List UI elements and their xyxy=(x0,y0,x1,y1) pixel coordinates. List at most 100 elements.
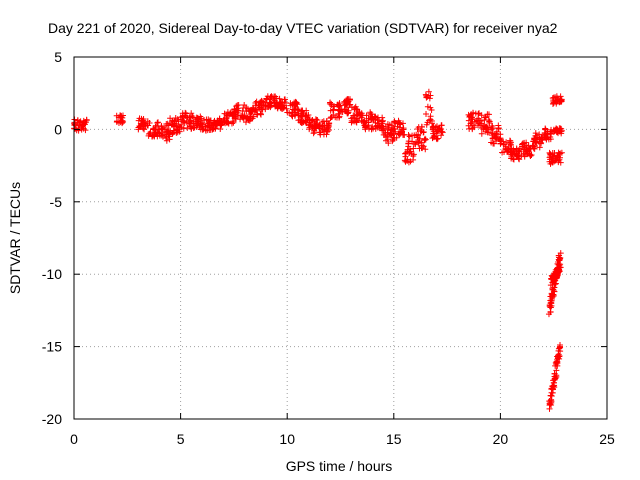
data-point xyxy=(519,140,526,147)
data-point xyxy=(409,132,416,139)
data-point xyxy=(495,125,502,132)
data-point xyxy=(399,120,406,127)
data-point xyxy=(422,146,429,153)
data-point xyxy=(235,102,242,109)
data-point xyxy=(439,129,446,136)
data-point xyxy=(556,99,563,106)
data-point xyxy=(380,125,387,132)
data-point xyxy=(295,117,302,124)
data-point xyxy=(417,127,424,134)
data-point xyxy=(387,130,394,137)
data-point xyxy=(376,124,383,131)
data-point xyxy=(72,125,79,132)
data-point xyxy=(394,120,401,127)
data-point xyxy=(524,147,531,154)
data-point xyxy=(140,116,147,123)
data-point xyxy=(548,299,555,306)
data-point xyxy=(178,116,185,123)
data-point xyxy=(335,103,342,110)
data-point xyxy=(232,108,239,115)
data-point xyxy=(362,123,369,130)
data-point xyxy=(345,98,352,105)
data-point xyxy=(199,125,206,132)
data-point xyxy=(436,125,443,132)
data-point xyxy=(279,105,286,112)
data-point xyxy=(429,135,436,142)
x-tick-label: 15 xyxy=(386,431,402,447)
data-point xyxy=(213,119,220,126)
data-point xyxy=(379,117,386,124)
data-point xyxy=(397,129,404,136)
data-point xyxy=(237,116,244,123)
y-axis-title: SDTVAR / TECUs xyxy=(7,182,23,294)
data-point xyxy=(299,119,306,126)
data-point xyxy=(514,152,521,159)
data-point xyxy=(404,146,411,153)
data-point xyxy=(367,109,374,116)
data-point xyxy=(257,110,264,117)
data-point xyxy=(115,114,122,121)
data-point xyxy=(476,120,483,127)
data-point xyxy=(532,139,539,146)
y-tick-label: 0 xyxy=(54,121,62,137)
data-point xyxy=(258,106,265,113)
data-point xyxy=(276,102,283,109)
data-point xyxy=(424,93,431,100)
data-point xyxy=(263,96,270,103)
data-point xyxy=(405,132,412,139)
data-point xyxy=(354,111,361,118)
data-point xyxy=(499,149,506,156)
data-point xyxy=(481,123,488,130)
data-point xyxy=(323,122,330,129)
data-point xyxy=(158,123,165,130)
data-point xyxy=(327,115,334,122)
data-point xyxy=(224,119,231,126)
data-point xyxy=(430,128,437,135)
data-point xyxy=(508,149,515,156)
data-point xyxy=(372,113,379,120)
data-point xyxy=(360,119,367,126)
y-tick-label: 5 xyxy=(54,49,62,65)
data-point xyxy=(206,123,213,130)
data-point xyxy=(438,128,445,135)
data-point xyxy=(482,113,489,120)
data-point xyxy=(319,127,326,134)
data-point xyxy=(365,122,372,129)
data-point xyxy=(392,128,399,135)
data-point xyxy=(362,124,369,131)
data-point xyxy=(374,117,381,124)
data-point xyxy=(252,99,259,106)
data-point xyxy=(77,118,84,125)
data-point xyxy=(184,114,191,121)
data-point xyxy=(536,131,543,138)
axis-ticks xyxy=(73,56,608,420)
data-point xyxy=(243,104,250,111)
data-point xyxy=(220,117,227,124)
data-point xyxy=(343,108,350,115)
data-point xyxy=(174,116,181,123)
data-point xyxy=(119,112,126,119)
data-point xyxy=(485,117,492,124)
data-point xyxy=(468,114,475,121)
data-point xyxy=(199,119,206,126)
data-point xyxy=(259,98,266,105)
data-point xyxy=(557,348,564,355)
data-point xyxy=(553,125,560,132)
data-point xyxy=(547,152,554,159)
data-point xyxy=(415,131,422,138)
data-point xyxy=(413,139,420,146)
data-point xyxy=(264,103,271,110)
data-point xyxy=(177,114,184,121)
data-point xyxy=(493,134,500,141)
data-point xyxy=(480,122,487,129)
data-point xyxy=(191,124,198,131)
data-point xyxy=(334,101,341,108)
data-point xyxy=(430,125,437,132)
data-point xyxy=(159,133,166,140)
data-point xyxy=(423,94,430,101)
data-point xyxy=(478,112,485,119)
data-point xyxy=(530,138,537,145)
data-point xyxy=(478,130,485,137)
data-point xyxy=(510,156,517,163)
